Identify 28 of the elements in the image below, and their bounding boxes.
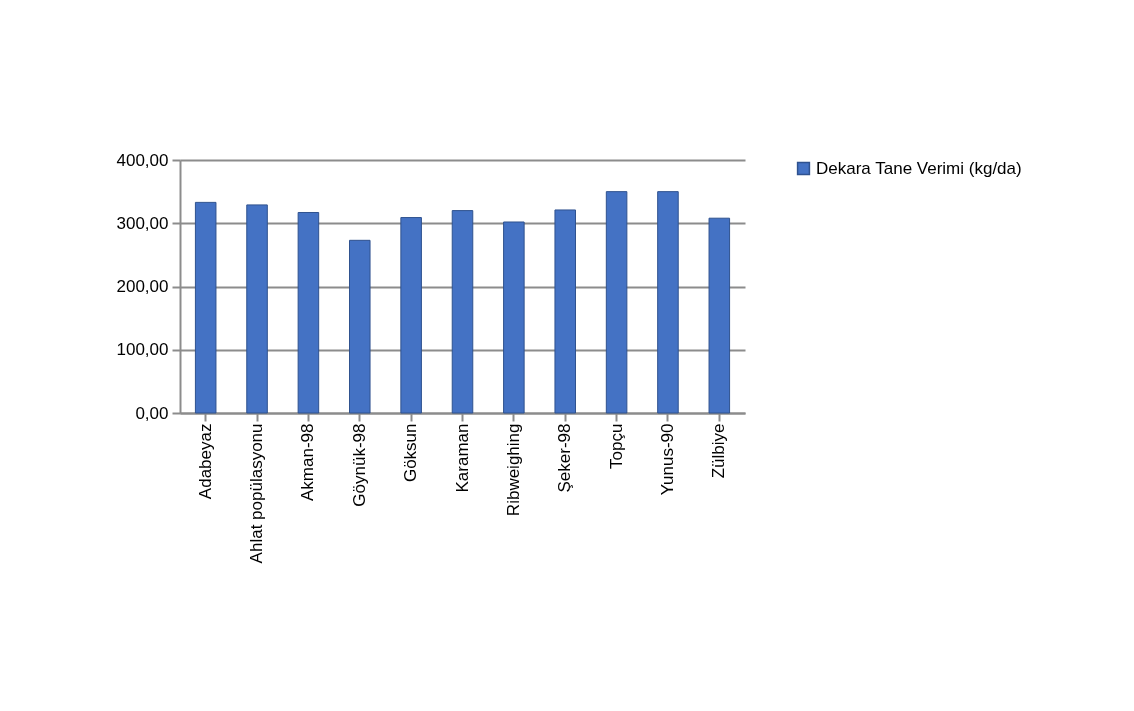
x-tick-label: Göksun bbox=[401, 423, 421, 483]
y-tick-label: 300,00 bbox=[116, 213, 169, 233]
bar bbox=[451, 210, 474, 414]
x-tick-label: Karaman bbox=[452, 423, 472, 493]
bar bbox=[657, 191, 679, 414]
bar bbox=[194, 201, 217, 414]
bar bbox=[503, 221, 525, 414]
x-tick-label: Göynük-98 bbox=[349, 423, 369, 507]
y-tick-label: 100,00 bbox=[116, 340, 169, 360]
x-tick-label: Ahlat popülasyonu bbox=[247, 423, 267, 564]
legend-label: Dekara Tane Verimi (kg/da) bbox=[816, 158, 1022, 178]
bar bbox=[297, 212, 320, 414]
bar bbox=[246, 204, 268, 414]
bar bbox=[400, 217, 422, 414]
y-tick-label: 400,00 bbox=[116, 150, 169, 170]
x-tick-label: Topçu bbox=[606, 423, 626, 469]
y-tick-label: 0,00 bbox=[135, 403, 169, 423]
bar bbox=[554, 209, 576, 414]
bar bbox=[708, 217, 731, 414]
x-tick-label: Ribweighing bbox=[503, 423, 523, 517]
x-tick-label: Şeker-98 bbox=[555, 423, 575, 493]
x-tick-label: Zülbiye bbox=[709, 423, 729, 479]
y-tick-label: 200,00 bbox=[116, 277, 169, 296]
x-tick-label: Akman-98 bbox=[298, 423, 318, 501]
bar bbox=[349, 239, 371, 414]
bar bbox=[605, 191, 628, 414]
x-tick-label: Adabeyaz bbox=[195, 423, 215, 500]
x-tick-label: Yunus-90 bbox=[657, 423, 677, 496]
